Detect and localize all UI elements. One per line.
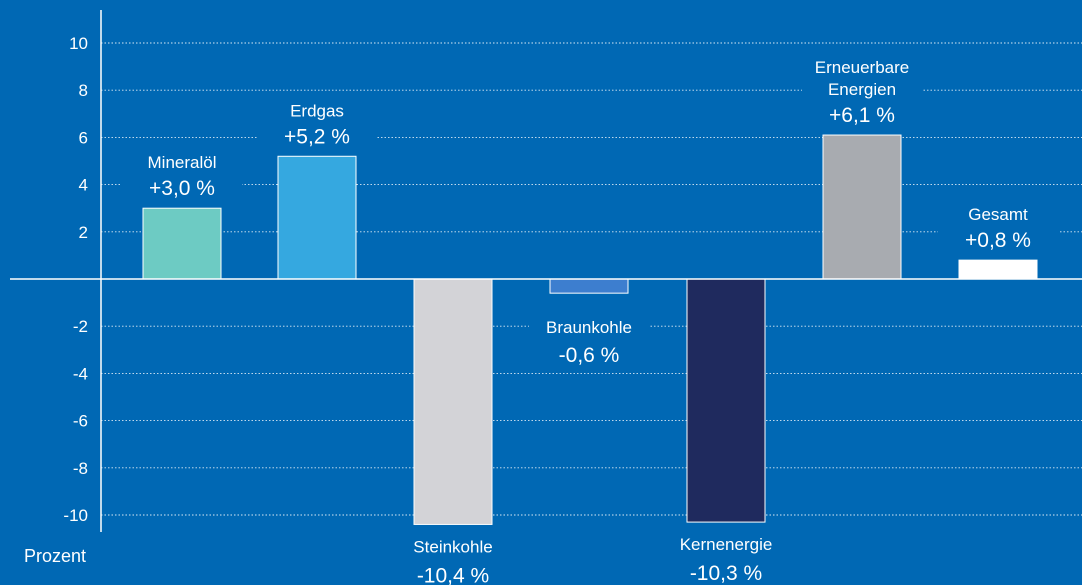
y-tick-label: -10 xyxy=(63,506,88,525)
y-axis-label: Prozent xyxy=(24,546,86,566)
label-background xyxy=(666,532,786,585)
category-label-line: Kernenergie xyxy=(680,535,773,554)
category-label: Erdgas xyxy=(290,101,344,120)
y-tick-label: 4 xyxy=(79,176,88,195)
value-label: -0,6 % xyxy=(559,344,620,367)
label-background xyxy=(393,534,513,585)
bar-labels: Mineralöl +3,0 % Erdgas +5,2 % Steinkohle -10… xyxy=(122,55,1058,585)
category-label-line: Energien xyxy=(828,80,896,99)
y-tick-labels: 10 8 6 4 2 -2 -4 -6 -8 -10 xyxy=(63,34,88,525)
bar xyxy=(277,155,357,280)
y-tick-label: 6 xyxy=(79,128,88,147)
category-label-line: Erdgas xyxy=(290,101,344,120)
label-background xyxy=(529,315,649,369)
bars xyxy=(142,134,1038,525)
bar xyxy=(958,259,1038,280)
category-label: Erneuerbare Energien xyxy=(815,58,910,99)
value-label: -10,4 % xyxy=(417,564,489,585)
y-tick-label: -6 xyxy=(73,412,88,431)
category-label-line: Braunkohle xyxy=(546,318,632,337)
label-background xyxy=(122,150,242,202)
category-label: Kernenergie xyxy=(680,535,773,554)
bar xyxy=(549,278,629,294)
y-tick-label: -4 xyxy=(73,364,88,383)
label-background xyxy=(802,55,922,129)
category-label-line: Mineralöl xyxy=(148,153,217,172)
y-tick-label: 10 xyxy=(69,34,88,53)
value-label: +0,8 % xyxy=(965,229,1031,252)
y-tick-label: -2 xyxy=(73,317,88,336)
category-label: Gesamt xyxy=(968,205,1028,224)
y-tick-label: 2 xyxy=(79,223,88,242)
category-label-line: Steinkohle xyxy=(413,537,492,556)
bar xyxy=(142,207,222,280)
bar xyxy=(822,134,902,280)
label-background xyxy=(257,98,377,150)
category-label: Steinkohle xyxy=(413,537,492,556)
value-label: +3,0 % xyxy=(149,177,215,200)
value-label: +6,1 % xyxy=(829,104,895,127)
category-label: Mineralöl xyxy=(148,153,217,172)
category-label: Braunkohle xyxy=(546,318,632,337)
bar xyxy=(413,278,493,525)
y-tick-label: -8 xyxy=(73,459,88,478)
y-tick-label: 8 xyxy=(79,81,88,100)
category-label-line: Erneuerbare xyxy=(815,58,910,77)
value-label: -10,3 % xyxy=(690,562,762,585)
value-label: +5,2 % xyxy=(284,125,350,148)
bar xyxy=(686,278,766,523)
label-background xyxy=(938,202,1058,254)
category-label-line: Gesamt xyxy=(968,205,1028,224)
